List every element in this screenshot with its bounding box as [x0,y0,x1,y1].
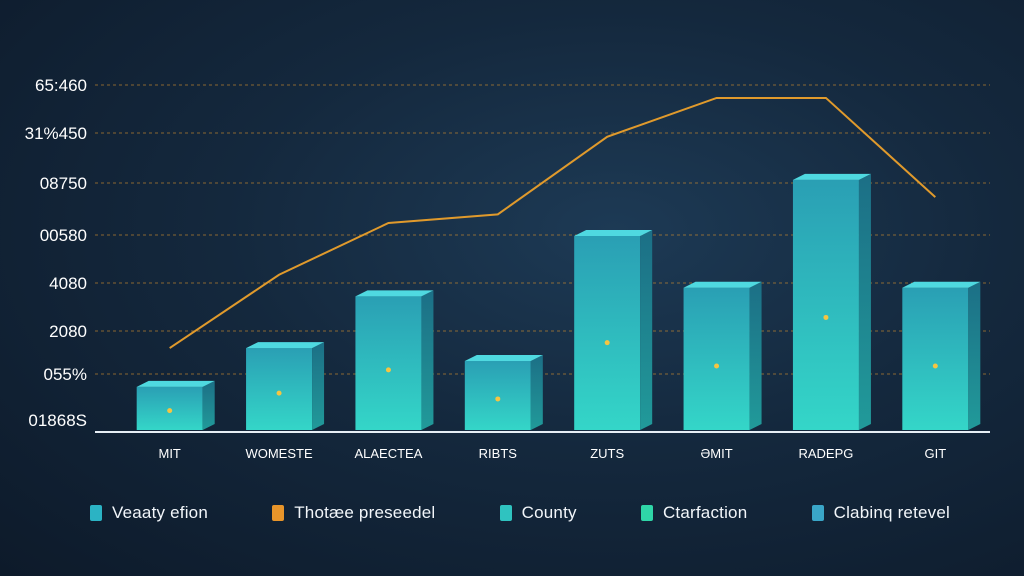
legend-label: Thotæe preseedel [294,503,436,522]
bar-sparkle [714,363,720,369]
y-tick-label: 2080 [49,322,87,341]
bar-front [464,361,531,430]
legend-swatch [499,505,512,521]
y-tick-label: 65:460 [35,76,87,95]
legend-item: Ctarfaction [640,503,748,523]
legend-label: Clabinq retevel [833,503,950,522]
bar-sparkle [276,390,282,396]
bar-side [858,173,871,430]
bar-top [792,173,871,180]
y-tick-label: 08750 [40,174,87,193]
bar-side [968,281,981,430]
bar-top [574,229,653,236]
legend-swatch [272,505,285,521]
bar [246,342,325,430]
bar [683,281,762,430]
x-tick-label: RADEPG [798,446,853,461]
bar-top [246,342,325,349]
trend-line-path [169,96,936,349]
bar-side [640,229,653,430]
trend-line [169,96,936,349]
bar-front [246,348,313,430]
x-tick-label: RIBTS [479,446,518,461]
legend-label: Ctarfaction [662,503,748,522]
bar-side [202,380,215,430]
bar-top [136,380,215,387]
bar-top [902,281,981,288]
x-tick-label: WOMESTE [245,446,312,461]
legend-label: Veaaty efion [112,503,208,522]
x-tick-label: ƏMIT [700,446,732,461]
bar-side [312,342,325,430]
legend-item: Veaaty efion [90,503,208,523]
bar-front [574,235,641,430]
bar-front [683,287,750,430]
bar [902,281,981,430]
y-axis-tick-labels: 65:460 31%450 08750 00580 4080 2080 055% 01868S [25,76,87,430]
legend-item: County [499,503,577,523]
legend-item: Thotæe preseedel [272,503,435,523]
x-axis-tick-labels: MIT WOMESTE ALAECTEA RIBTS ZUTS ƏMIT RADEPG GIT [158,446,946,461]
x-tick-label: ALAECTEA [354,446,422,461]
y-tick-label: 31%450 [25,124,87,143]
bar-top [683,281,762,288]
bars [136,173,981,430]
bar-front [902,287,969,430]
legend-label: County [521,503,577,522]
bar [464,355,543,430]
y-tick-label: 00580 [40,226,87,245]
bar-front [792,179,859,430]
y-tick-label: 01868S [28,411,87,430]
x-tick-label: GIT [924,446,946,461]
bar-side [530,355,543,430]
bar-sparkle [385,367,391,373]
bar [792,173,871,430]
y-tick-label: 4080 [49,274,87,293]
y-tick-label: 055% [44,365,87,384]
x-tick-label: MIT [158,446,180,461]
bar-sparkle [604,340,610,346]
x-tick-label: ZUTS [590,446,624,461]
bar-sparkle [495,396,501,402]
bar-side [749,281,762,430]
bar-top [355,290,434,297]
bar-sparkle [932,363,938,369]
legend-swatch [811,505,824,521]
bar-side [421,290,434,430]
bar [355,290,434,430]
bar [136,380,215,430]
legend-item: Clabinq retevel [811,503,950,523]
bar-sparkle [823,314,829,320]
legend: Veaaty efion Thotæe preseedel County Cta… [90,500,950,526]
legend-swatch [90,505,102,521]
bar-sparkle [167,408,173,414]
legend-swatch [640,505,653,521]
bar-front [355,296,422,430]
bar [574,229,653,430]
bar-top [464,355,543,361]
